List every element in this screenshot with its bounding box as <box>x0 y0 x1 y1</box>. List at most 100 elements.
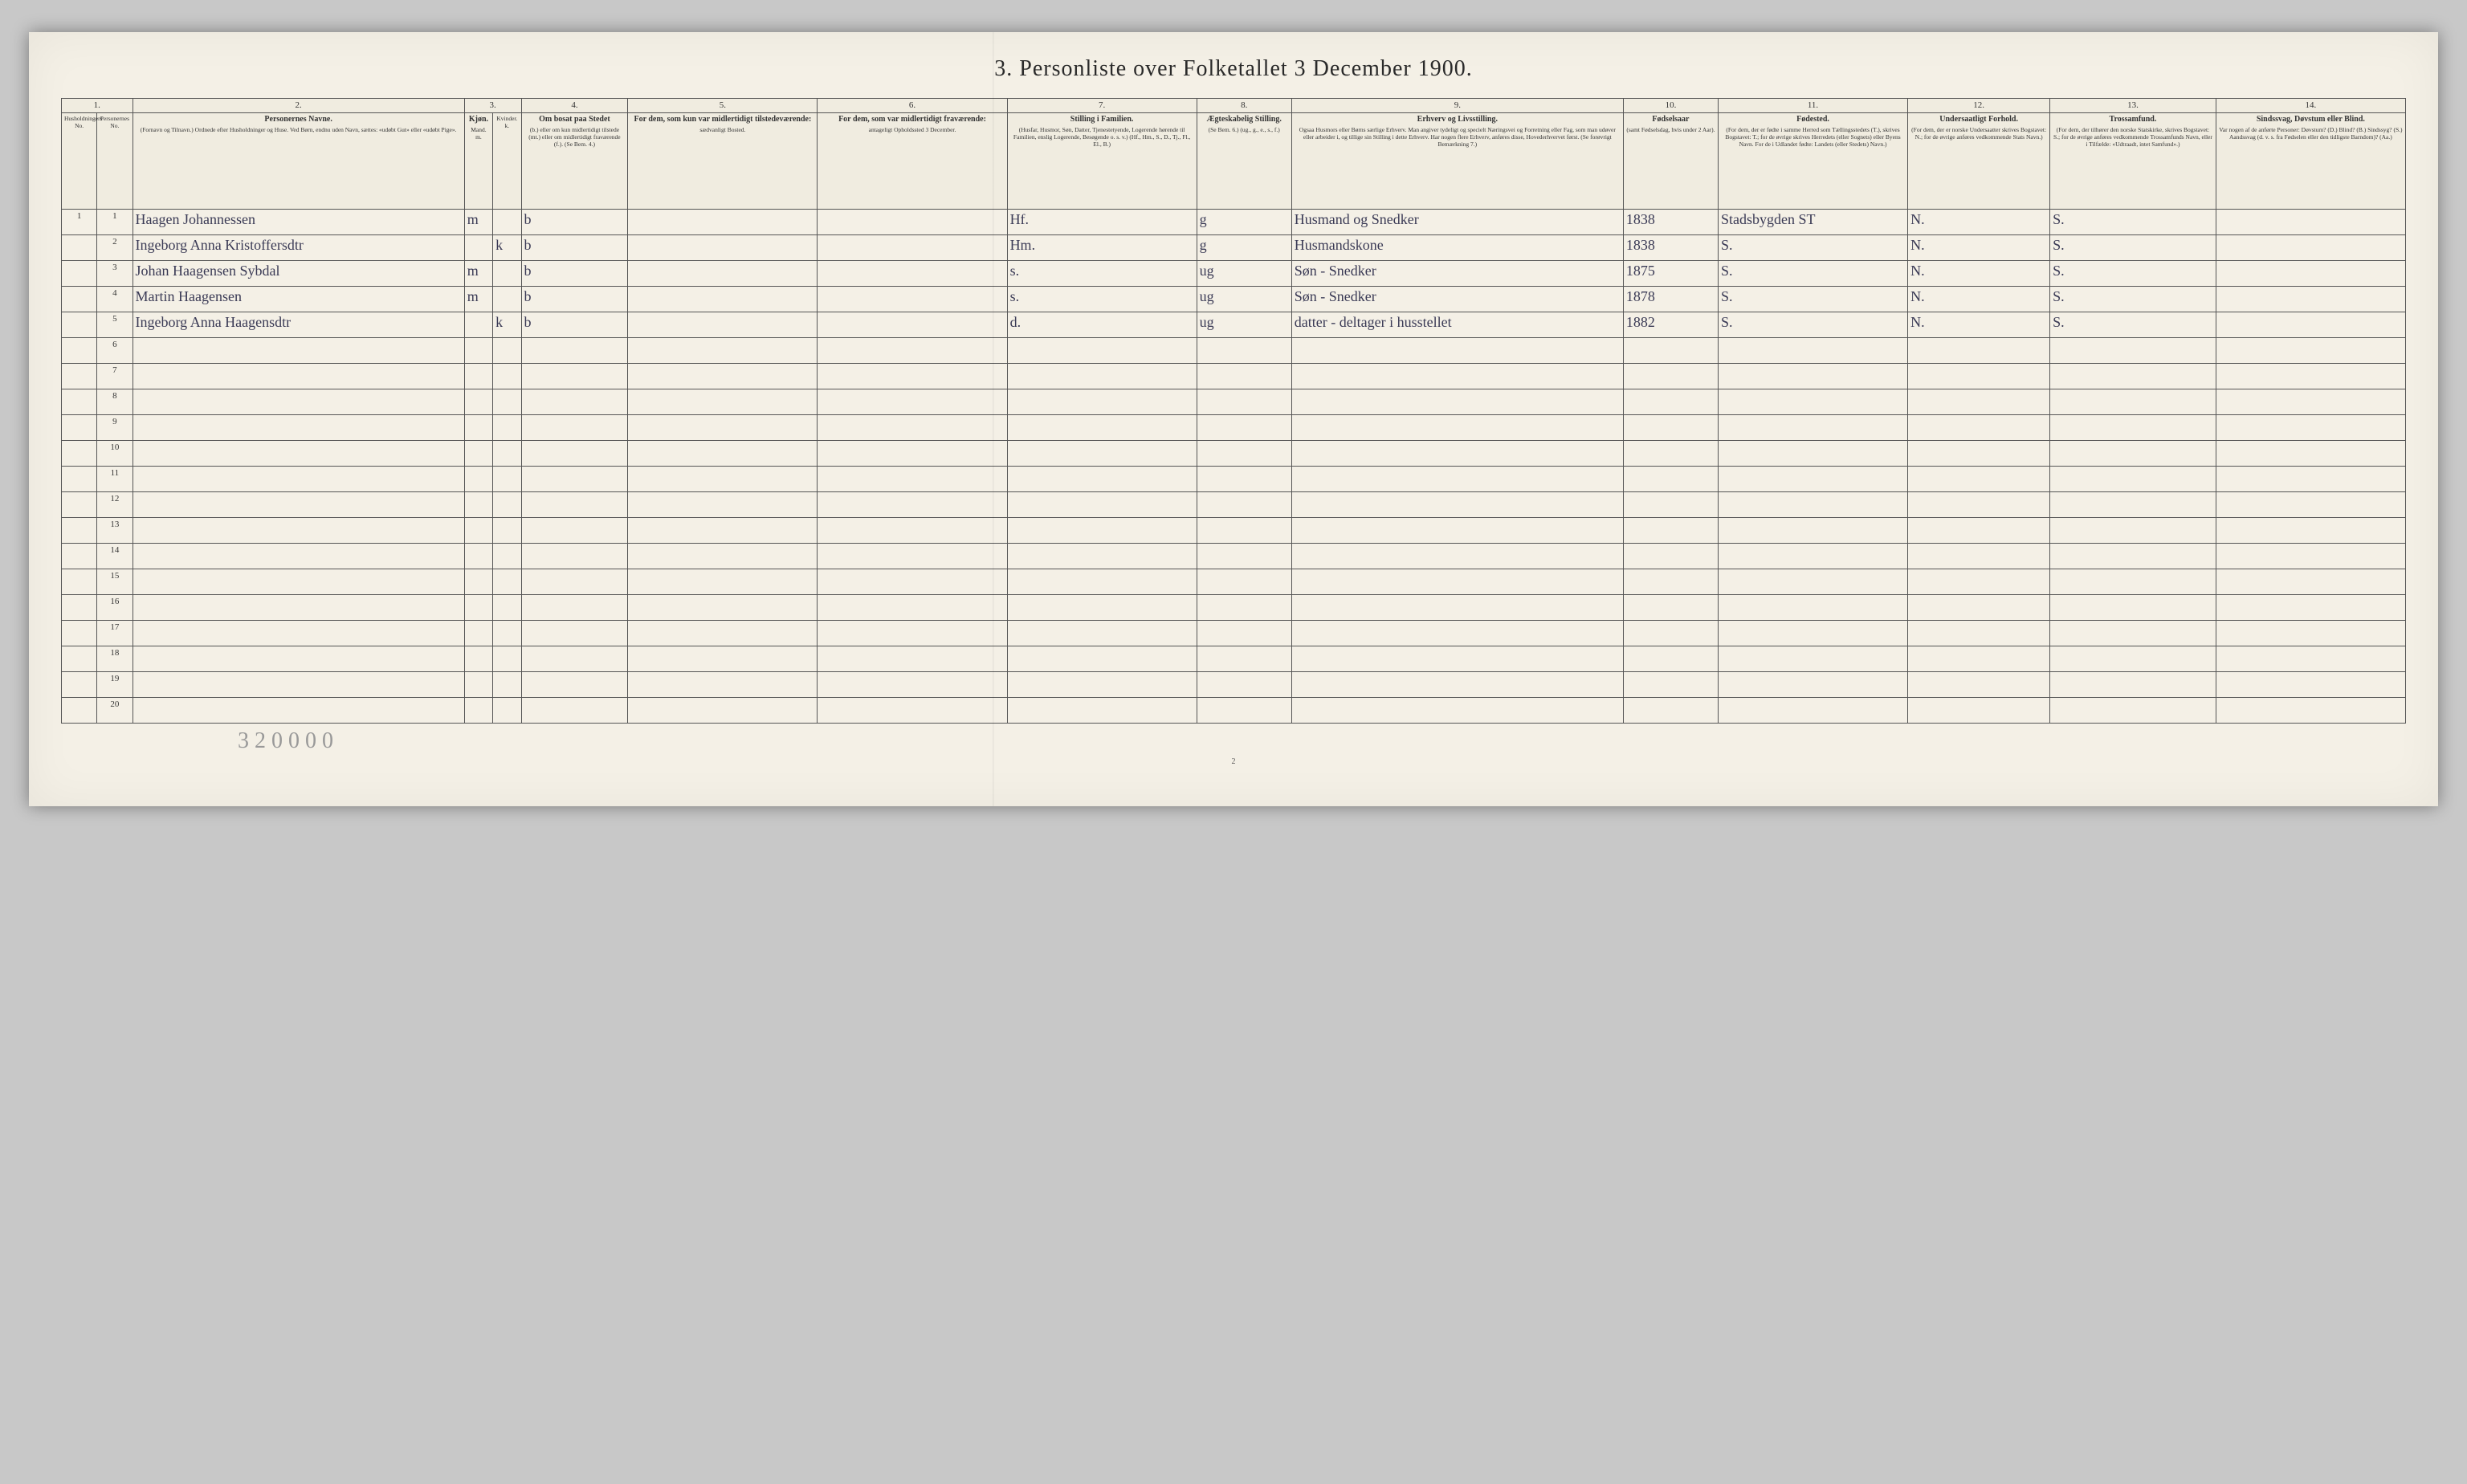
table-row: 2Ingeborg Anna KristoffersdtrkbHm.gHusma… <box>62 235 2406 261</box>
cell-k <box>493 621 521 646</box>
cell-mar: g <box>1197 210 1291 235</box>
cell-k <box>493 261 521 287</box>
cell-birthplace: Stadsbygden ST <box>1718 210 1907 235</box>
cell-fam <box>1007 698 1197 724</box>
table-row: 6 <box>62 338 2406 364</box>
cell-nat: N. <box>1908 287 2050 312</box>
cell-birthplace: S. <box>1718 312 1907 338</box>
cell-m <box>464 518 492 544</box>
cell-c6 <box>818 492 1007 518</box>
cell-m: m <box>464 261 492 287</box>
cell-birthplace <box>1718 672 1907 698</box>
cell-pn: 16 <box>97 595 133 621</box>
table-row: 12 <box>62 492 2406 518</box>
cell-occ <box>1291 646 1623 672</box>
cell-m <box>464 364 492 389</box>
cell-rel: S. <box>2050 261 2216 287</box>
cell-occ <box>1291 621 1623 646</box>
cell-year <box>1623 518 1718 544</box>
cell-rel <box>2050 672 2216 698</box>
colnum-11: 11. <box>1718 99 1907 113</box>
cell-occ <box>1291 441 1623 467</box>
colnum-5: 5. <box>628 99 818 113</box>
cell-mar <box>1197 467 1291 492</box>
cell-year: 1838 <box>1623 235 1718 261</box>
cell-nat <box>1908 569 2050 595</box>
cell-nat <box>1908 441 2050 467</box>
table-row: 11Haagen JohannessenmbHf.gHusmand og Sne… <box>62 210 2406 235</box>
cell-rel <box>2050 338 2216 364</box>
cell-mar <box>1197 364 1291 389</box>
cell-rel <box>2050 441 2216 467</box>
cell-fam <box>1007 672 1197 698</box>
cell-pn: 1 <box>97 210 133 235</box>
cell-res: b <box>521 210 628 235</box>
cell-hh <box>62 698 97 724</box>
cell-res <box>521 621 628 646</box>
cell-c6 <box>818 210 1007 235</box>
cell-m <box>464 569 492 595</box>
cell-res <box>521 467 628 492</box>
cell-hh <box>62 569 97 595</box>
cell-hh <box>62 595 97 621</box>
cell-k <box>493 287 521 312</box>
cell-nat <box>1908 415 2050 441</box>
cell-hh <box>62 389 97 415</box>
cell-nat: N. <box>1908 235 2050 261</box>
cell-birthplace <box>1718 646 1907 672</box>
cell-c14 <box>2216 210 2405 235</box>
cell-k <box>493 698 521 724</box>
cell-birthplace <box>1718 569 1907 595</box>
cell-hh <box>62 364 97 389</box>
cell-occ <box>1291 338 1623 364</box>
cell-birthplace <box>1718 544 1907 569</box>
cell-occ: Søn - Snedker <box>1291 287 1623 312</box>
cell-rel <box>2050 621 2216 646</box>
cell-name <box>133 415 464 441</box>
cell-year <box>1623 492 1718 518</box>
table-row: 10 <box>62 441 2406 467</box>
cell-k <box>493 467 521 492</box>
cell-k <box>493 672 521 698</box>
cell-c5 <box>628 492 818 518</box>
cell-res <box>521 415 628 441</box>
colhead-4: Om bosat paa Stedet(b.) eller om kun mid… <box>521 113 628 210</box>
table-row: 15 <box>62 569 2406 595</box>
cell-pn: 10 <box>97 441 133 467</box>
cell-nat <box>1908 364 2050 389</box>
cell-birthplace <box>1718 467 1907 492</box>
cell-rel: S. <box>2050 287 2216 312</box>
cell-fam <box>1007 569 1197 595</box>
cell-rel <box>2050 595 2216 621</box>
cell-m <box>464 646 492 672</box>
cell-pn: 19 <box>97 672 133 698</box>
cell-mar <box>1197 544 1291 569</box>
cell-pn: 7 <box>97 364 133 389</box>
cell-fam: s. <box>1007 261 1197 287</box>
cell-name: Ingeborg Anna Haagensdtr <box>133 312 464 338</box>
cell-hh <box>62 621 97 646</box>
cell-m <box>464 235 492 261</box>
colhead-6: For dem, som var midlertidigt fraværende… <box>818 113 1007 210</box>
colhead-2: Personernes Navne.(Fornavn og Tilnavn.) … <box>133 113 464 210</box>
cell-c6 <box>818 389 1007 415</box>
cell-fam <box>1007 646 1197 672</box>
colhead-8: Ægteskabelig Stilling.(Se Bem. 6.) (ug.,… <box>1197 113 1291 210</box>
cell-c5 <box>628 672 818 698</box>
cell-birthplace <box>1718 415 1907 441</box>
cell-rel <box>2050 415 2216 441</box>
table-row: 5Ingeborg Anna Haagensdtrkbd.ugdatter - … <box>62 312 2406 338</box>
table-row: 7 <box>62 364 2406 389</box>
cell-res <box>521 492 628 518</box>
cell-pn: 18 <box>97 646 133 672</box>
cell-name <box>133 672 464 698</box>
cell-birthplace <box>1718 389 1907 415</box>
cell-k <box>493 518 521 544</box>
table-row: 4Martin Haagensenmbs.ugSøn - Snedker1878… <box>62 287 2406 312</box>
table-row: 13 <box>62 518 2406 544</box>
cell-occ <box>1291 569 1623 595</box>
cell-name <box>133 518 464 544</box>
cell-res <box>521 544 628 569</box>
cell-name <box>133 646 464 672</box>
cell-year <box>1623 338 1718 364</box>
